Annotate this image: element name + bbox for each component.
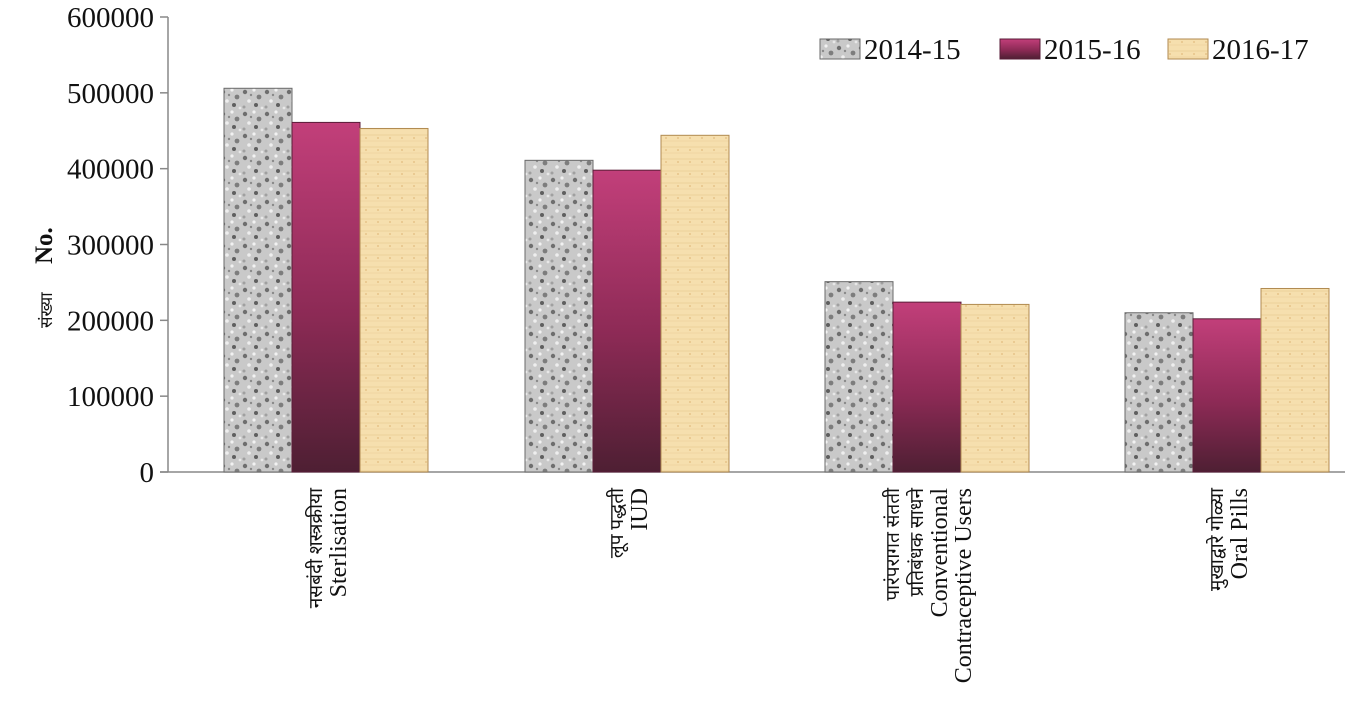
bar-2016-17-cat4 — [1260, 287, 1330, 473]
category-label-line: मुखाद्वारे गोळ्या — [1205, 487, 1229, 591]
category-label-line: प्रतिबंधक साधने — [905, 488, 928, 597]
category-label-line: Sterlisation — [326, 488, 352, 597]
legend-label: 2014-15 — [864, 34, 961, 66]
category-labels: नसबंदी शस्त्रक्रीया Sterlisation लूप पद्धत… — [304, 487, 1253, 683]
y-tick-label: 600000 — [67, 2, 154, 34]
y-tick-label: 300000 — [67, 230, 154, 262]
bar-2014-15-cat2 — [524, 159, 594, 473]
legend-swatch — [1167, 38, 1209, 60]
y-tick-label: 0 — [140, 457, 155, 489]
category-label-line: पारंपरागत संतती — [881, 487, 904, 601]
bar-2015-16-cat2 — [592, 169, 662, 473]
y-axis-label-main: No. — [31, 227, 58, 264]
category-label-line: नसबंदी शस्त्रक्रीया — [304, 487, 327, 608]
category-label-line: Oral Pills — [1227, 488, 1253, 579]
legend-label: 2015-16 — [1044, 34, 1141, 66]
y-tick-label: 100000 — [67, 381, 154, 413]
axes: 0 100000 200000 300000 400000 500000 600000 — [67, 2, 1345, 489]
y-tick-label: 400000 — [67, 154, 154, 186]
bar-2016-17-cat2 — [660, 134, 730, 473]
y-tick-label: 500000 — [67, 78, 154, 110]
legend-item-2014-15: 2014-15 — [819, 34, 961, 66]
bar-2014-15-cat1 — [223, 87, 293, 473]
legend-item-2015-16: 2015-16 — [999, 34, 1141, 66]
category-label-line: लूप पद्धती — [605, 487, 629, 558]
category-label-line: Conventional — [927, 488, 953, 618]
legend-item-2016-17: 2016-17 — [1167, 34, 1309, 66]
y-axis-label: संख्या No. — [31, 227, 58, 328]
bar-2015-16-cat4 — [1192, 318, 1262, 473]
bar-2016-17-cat1 — [359, 127, 429, 473]
bar-2014-15-cat3 — [824, 281, 894, 473]
bars — [223, 87, 1330, 473]
legend: 2014-15 2015-16 2016-17 — [819, 34, 1309, 66]
category-label-line: Contraceptive Users — [951, 488, 977, 683]
legend-swatch — [819, 38, 861, 60]
bar-2016-17-cat3 — [960, 303, 1030, 473]
bar-2015-16-cat3 — [892, 301, 962, 473]
legend-label: 2016-17 — [1212, 34, 1309, 66]
y-tick-label: 200000 — [67, 305, 154, 337]
bar-2015-16-cat1 — [291, 121, 361, 473]
y-axis-label-local: संख्या — [37, 292, 57, 328]
bar-2014-15-cat4 — [1124, 312, 1194, 473]
legend-swatch — [999, 38, 1041, 60]
category-label-line: IUD — [627, 488, 653, 531]
